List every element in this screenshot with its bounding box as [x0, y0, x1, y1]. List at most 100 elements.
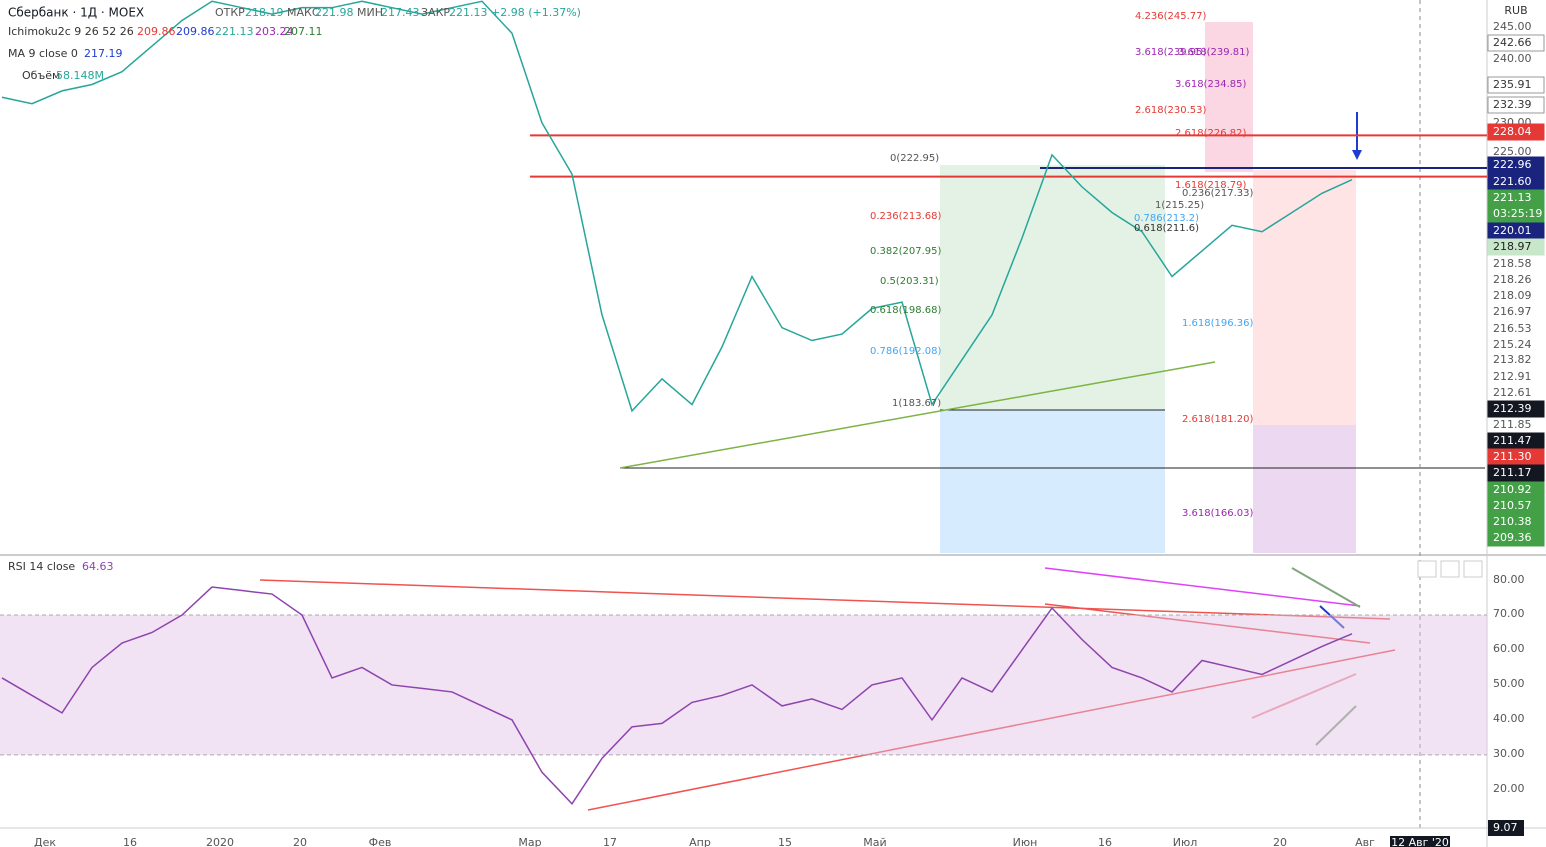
price-label-box — [1487, 400, 1545, 418]
fib-label: 0.5(203.31) — [880, 276, 939, 287]
header-text: 221.13 — [449, 6, 488, 19]
price-label: 216.53 — [1493, 322, 1532, 335]
header-text: 217.43 — [381, 6, 420, 19]
fib-zone — [1205, 22, 1253, 172]
header-text: Объём — [22, 69, 60, 82]
price-label-box — [1487, 238, 1545, 256]
price-label: 240.00 — [1493, 52, 1532, 65]
header-text: 218.19 — [245, 6, 284, 19]
rsi-label: 9.07 — [1493, 821, 1518, 834]
price-label: 218.58 — [1493, 257, 1532, 270]
price-label: 225.00 — [1493, 145, 1532, 158]
header-text: 209.86 — [137, 25, 176, 38]
date-box — [1390, 836, 1450, 847]
header-text: 58.148M — [56, 69, 104, 82]
price-label: 210.57 — [1493, 499, 1532, 512]
header-text: 217.19 — [84, 47, 123, 60]
price-line — [1, 0, 1353, 413]
time-label: Июл — [1173, 836, 1198, 847]
fib-zone — [1253, 170, 1356, 425]
fib-label: 0.382(207.95) — [870, 246, 942, 257]
rsi-label: 40.00 — [1493, 712, 1525, 725]
price-label: 212.39 — [1493, 402, 1532, 415]
header-text: 221.98 — [315, 6, 354, 19]
header-text: Сбербанк · 1Д · MOEX — [8, 6, 144, 20]
fib-label: 0.786(213.2) — [1134, 213, 1199, 224]
fib-label: 0.786(192.08) — [870, 346, 942, 357]
price-label-box — [1487, 123, 1545, 141]
header-text: 203.24 — [255, 25, 294, 38]
pane-buttons[interactable] — [1417, 560, 1483, 578]
price-label: 232.39 — [1493, 98, 1532, 111]
price-label-box — [1487, 464, 1545, 482]
fib-label: 0.618(198.68) — [870, 305, 942, 316]
price-label-box — [1487, 205, 1545, 223]
time-label: Авг — [1355, 836, 1375, 847]
header-text: Ichimoku2c 9 26 52 26 — [8, 25, 134, 38]
rsi-label: 20.00 — [1493, 782, 1525, 795]
price-label: 228.04 — [1493, 125, 1532, 138]
price-label: 211.85 — [1493, 418, 1532, 431]
price-label: 245.00 — [1493, 20, 1532, 33]
time-label: 20 — [293, 836, 307, 847]
price-label: 235.91 — [1493, 78, 1532, 91]
header-text: MA 9 close 0 — [8, 47, 78, 60]
header-text: 221.13 — [215, 25, 254, 38]
fib-label: 4.236(245.77) — [1135, 11, 1207, 22]
price-label: 218.26 — [1493, 273, 1532, 286]
price-label: 211.47 — [1493, 434, 1532, 447]
button[interactable] — [1417, 560, 1437, 578]
fib-label: 1.618(196.36) — [1182, 318, 1254, 329]
price-label: 221.13 — [1493, 191, 1532, 204]
price-label: 215.24 — [1493, 338, 1532, 351]
price-label: 210.38 — [1493, 515, 1532, 528]
fib-label: 3.618(239.81) — [1178, 47, 1250, 58]
fib-label: 0.236(217.33) — [1182, 188, 1254, 199]
price-label: 212.61 — [1493, 386, 1532, 399]
rsi-label: 50.00 — [1493, 677, 1525, 690]
fib-zone — [940, 410, 1165, 553]
header-text: ЗАКР — [421, 6, 450, 19]
price-label: 209.36 — [1493, 531, 1532, 544]
rsi-label: 70.00 — [1493, 607, 1525, 620]
price-label-box — [1487, 76, 1545, 94]
time-label: Апр — [689, 836, 711, 847]
header-text: RSI 14 close — [8, 560, 75, 573]
arrow — [1319, 605, 1345, 629]
button[interactable] — [1463, 560, 1483, 578]
currency: RUB — [1504, 4, 1527, 17]
header-text: 207.11 — [284, 25, 323, 38]
rsi-label: 80.00 — [1493, 573, 1525, 586]
time-label: Фев — [369, 836, 392, 847]
fib-label: 0.236(213.68) — [870, 211, 942, 222]
fib-label: 1(215.25) — [1155, 200, 1204, 211]
price-label-box — [1487, 156, 1545, 174]
header-text: +2.98 (+1.37%) — [491, 6, 581, 19]
rsi-trend — [1044, 567, 1361, 607]
rsi-trend — [1315, 705, 1357, 746]
price-label: 242.66 — [1493, 36, 1532, 49]
fib-label: 0.618(211.6) — [1134, 223, 1199, 234]
fib-label: 1.618(218.79) — [1175, 180, 1247, 191]
time-label: Мар — [518, 836, 541, 847]
rsi-line — [1, 586, 1353, 805]
price-label-box — [1487, 96, 1545, 114]
fib-label: 3.618(234.85) — [1175, 79, 1247, 90]
price-label: 211.30 — [1493, 450, 1532, 463]
price-label-box — [1487, 529, 1545, 547]
header-text: МАКС — [287, 6, 320, 19]
fib-label: 0(222.95) — [890, 153, 939, 164]
fib-label: 3.618(166.03) — [1182, 508, 1254, 519]
time-label: 16 — [1098, 836, 1112, 847]
time-label: Июн — [1013, 836, 1038, 847]
price-label: 03:25:19 — [1493, 207, 1542, 220]
price-label: 213.82 — [1493, 353, 1532, 366]
time-label: 2020 — [206, 836, 234, 847]
rsi-trend — [1291, 567, 1361, 608]
header-text: ОТКР — [215, 6, 245, 19]
time-label: Май — [863, 836, 886, 847]
fib-zone — [1253, 425, 1356, 553]
header-text: 64.63 — [82, 560, 114, 573]
button[interactable] — [1440, 560, 1460, 578]
rsi-label: 60.00 — [1493, 642, 1525, 655]
